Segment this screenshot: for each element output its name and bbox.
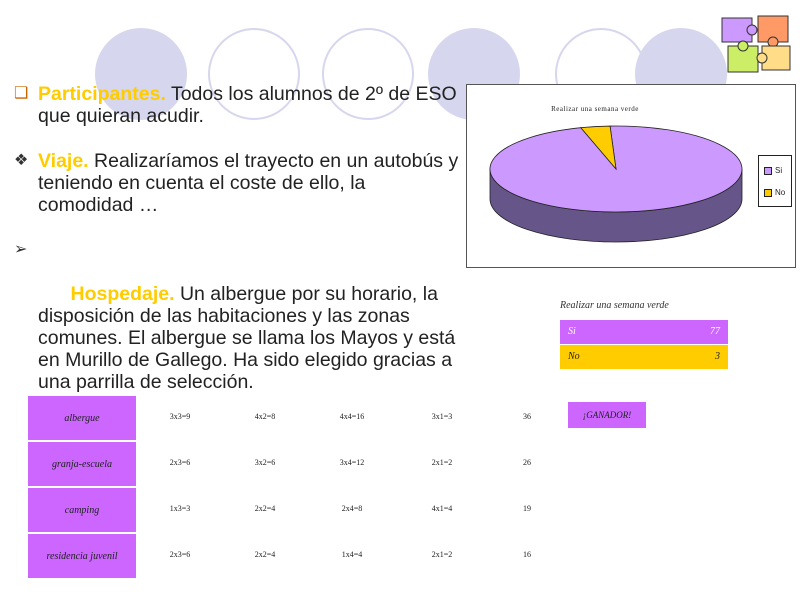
- summary-row-no: No 3: [560, 345, 728, 369]
- bullet-hospedaje: ➢ Hospedaje. Un albergue por su horario,…: [10, 239, 460, 415]
- legend-swatch: [764, 166, 772, 175]
- summary-label: No: [568, 351, 580, 362]
- puzzle-icon: [721, 15, 791, 73]
- grid-row-label: residencia juvenil: [28, 534, 136, 578]
- bullet-text: Realizaríamos el trayecto en un autobús …: [38, 150, 459, 216]
- checkbox-bullet-icon: ❑: [14, 85, 29, 102]
- summary-table: Realizar una semana verde Si 77 No 3: [560, 300, 728, 369]
- bullet-text: Un albergue por su horario, la disposici…: [38, 283, 461, 393]
- bullet-viaje: ❖ Viaje. Realizaríamos el trayecto en un…: [10, 150, 460, 216]
- grid-score-cell: 1x3=3: [169, 504, 191, 513]
- bullet-keyword: Hospedaje.: [59, 283, 175, 305]
- summary-value: 3: [715, 351, 720, 362]
- legend-item-si: Si: [764, 166, 782, 175]
- grid-row-label: granja-escuela: [28, 442, 136, 486]
- decorative-circle: [208, 28, 300, 120]
- grid-score-cell: 2x2=4: [254, 550, 276, 559]
- legend-label: No: [775, 188, 786, 197]
- grid-total-cell: 16: [523, 550, 531, 559]
- grid-score-cell: 2x3=6: [169, 550, 191, 559]
- chart-title: Realizar una semana verde: [551, 105, 639, 113]
- diamond-bullet-icon: ❖: [14, 152, 29, 169]
- decorative-circle: [322, 28, 414, 120]
- bullet-participantes: ❑ Participantes. Todos los alumnos de 2º…: [10, 83, 460, 127]
- arrow-bullet-icon: ➢: [14, 241, 28, 258]
- grid-score-cell: 2x1=2: [431, 550, 453, 559]
- grid-score-cell: 2x2=4: [254, 504, 276, 513]
- grid-total-cell: 26: [523, 458, 531, 467]
- pie-slice-no: [580, 125, 617, 171]
- decorative-circle: [95, 28, 187, 120]
- legend-label: Si: [775, 166, 783, 175]
- bullet-keyword: Viaje.: [38, 150, 89, 172]
- bullet-keyword: Participantes.: [38, 83, 166, 105]
- legend-item-no: No: [764, 188, 785, 197]
- summary-value: 77: [710, 326, 720, 337]
- chart-legend: Si No: [758, 155, 792, 207]
- summary-label: Si: [568, 326, 576, 337]
- pie-chart: [489, 125, 743, 243]
- summary-row-si: Si 77: [560, 320, 728, 344]
- summary-table-title: Realizar una semana verde: [560, 300, 669, 311]
- grid-total-cell: 36: [523, 412, 531, 421]
- grid-score-cell: 1x4=4: [341, 550, 363, 559]
- bullet-list: ❑ Participantes. Todos los alumnos de 2º…: [10, 83, 460, 438]
- grid-score-cell: 2x4=8: [341, 504, 363, 513]
- grid-score-cell: 3x2=6: [254, 458, 276, 467]
- grid-score-cell: 3x4=12: [339, 458, 365, 467]
- legend-swatch: [764, 188, 772, 197]
- grid-score-cell: 2x1=2: [431, 458, 453, 467]
- grid-row-label: camping: [28, 488, 136, 532]
- winner-badge: ¡GANADOR!: [568, 402, 646, 428]
- bullet-text: Todos los alumnos de 2º de ESO que quier…: [38, 83, 457, 127]
- grid-score-cell: 2x3=6: [169, 458, 191, 467]
- grid-total-cell: 19: [523, 504, 531, 513]
- grid-score-cell: 4x1=4: [431, 504, 453, 513]
